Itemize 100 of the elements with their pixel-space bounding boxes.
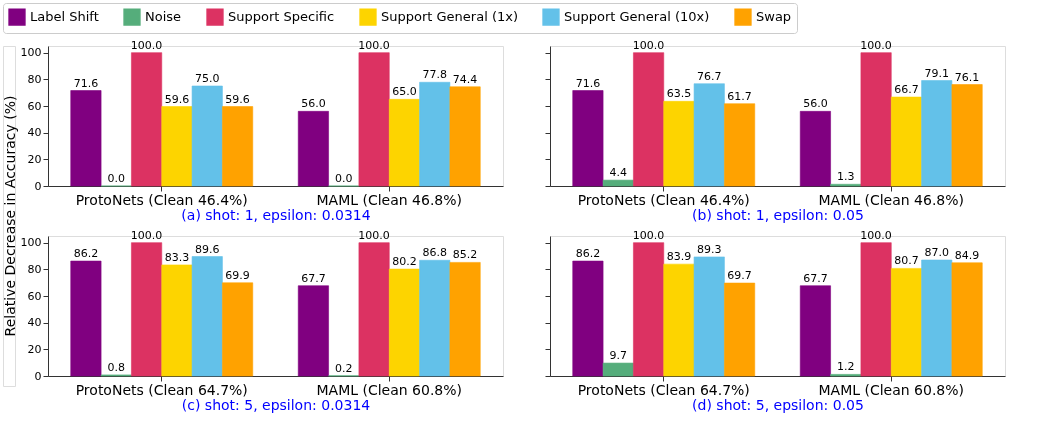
data-label: 86.2 <box>73 247 99 261</box>
data-label: 67.7 <box>803 271 828 285</box>
bar <box>602 179 634 187</box>
data-label: 85.2 <box>452 248 478 262</box>
bar <box>191 85 223 187</box>
data-label: 0.0 <box>107 172 125 185</box>
data-label: 56.0 <box>301 97 326 111</box>
legend-label: Noise <box>145 9 182 25</box>
data-label: 89.3 <box>697 242 722 256</box>
y-tick-label: 20 <box>27 152 42 166</box>
data-label: 83.3 <box>164 250 190 264</box>
data-label: 69.9 <box>225 268 250 282</box>
x-tick-label: ProtoNets (Clean 46.4%) <box>577 191 750 208</box>
bar <box>799 285 831 377</box>
y-tick-label: 0 <box>34 179 42 193</box>
data-label: 86.8 <box>422 246 447 260</box>
data-label: 4.4 <box>609 166 627 180</box>
bar <box>572 90 604 187</box>
y-tick-label: 20 <box>27 342 42 356</box>
bar <box>921 259 953 377</box>
x-axis-title: (a) shot: 1, epsilon: 0.0314 <box>181 206 371 223</box>
data-label: 100.0 <box>130 38 163 52</box>
bar <box>890 96 922 187</box>
legend-label: Label Shift <box>30 9 99 25</box>
bar <box>222 282 254 377</box>
x-tick-label: MAML (Clean 46.8%) <box>316 191 463 208</box>
bar <box>161 264 193 377</box>
data-label: 100.0 <box>632 228 665 242</box>
data-label: 65.0 <box>392 85 417 99</box>
x-tick-label: ProtoNets (Clean 64.7%) <box>75 381 248 398</box>
bar <box>191 256 223 377</box>
data-label: 1.2 <box>837 360 855 374</box>
x-axis-title: (c) shot: 5, epsilon: 0.0314 <box>181 396 371 413</box>
data-label: 100.0 <box>358 228 390 242</box>
bar <box>663 101 695 187</box>
bar <box>724 103 756 187</box>
bar <box>388 99 420 187</box>
data-label: 79.1 <box>924 66 949 80</box>
bar <box>663 263 695 377</box>
y-tick-label: 100 <box>20 46 42 60</box>
y-tick-label: 40 <box>27 316 42 330</box>
bar <box>602 362 634 377</box>
data-label: 71.6 <box>575 76 601 90</box>
bar <box>449 262 481 377</box>
bar <box>358 242 390 377</box>
data-label: 100.0 <box>860 228 892 242</box>
legend-label: Support General (1x) <box>381 9 518 25</box>
bar <box>388 268 420 377</box>
data-label: 100.0 <box>632 38 665 52</box>
x-axis-title: (d) shot: 5, epsilon: 0.05 <box>692 396 864 413</box>
bar <box>572 260 604 377</box>
y-tick-label: 100 <box>20 236 42 250</box>
data-label: 86.2 <box>575 247 601 261</box>
bar <box>449 86 481 187</box>
data-label: 0.0 <box>335 172 353 185</box>
data-label: 0.8 <box>107 360 125 374</box>
bar <box>633 242 665 377</box>
x-tick-label: ProtoNets (Clean 64.7%) <box>577 381 750 398</box>
y-axis-title: Relative Decrease in Accuracy (%) <box>2 95 18 337</box>
bar <box>419 81 451 187</box>
bar <box>70 90 102 187</box>
bar <box>633 52 665 187</box>
data-label: 71.6 <box>73 76 99 90</box>
legend-label: Support Specific <box>228 9 335 25</box>
bar <box>161 106 193 187</box>
bar <box>693 83 725 187</box>
y-tick-label: 0 <box>34 369 42 383</box>
legend-label: Support General (10x) <box>564 9 710 25</box>
data-label: 83.9 <box>666 250 692 264</box>
bar <box>890 268 922 377</box>
data-label: 9.7 <box>609 349 627 363</box>
data-label: 66.7 <box>894 83 919 97</box>
bar <box>799 111 831 187</box>
data-label: 74.4 <box>452 72 478 86</box>
data-label: 0.2 <box>335 361 353 375</box>
bar <box>131 242 163 377</box>
bar <box>724 282 756 377</box>
data-label: 63.5 <box>666 87 692 101</box>
x-tick-label: MAML (Clean 46.8%) <box>818 191 965 208</box>
x-tick-label: MAML (Clean 60.8%) <box>316 381 463 398</box>
data-label: 100.0 <box>130 228 163 242</box>
bar <box>951 262 983 377</box>
bar <box>921 80 953 187</box>
data-label: 69.7 <box>727 269 752 283</box>
data-label: 61.7 <box>727 89 752 103</box>
data-label: 67.7 <box>301 271 326 285</box>
data-label: 1.3 <box>837 170 855 184</box>
data-label: 76.7 <box>697 69 722 83</box>
bar <box>419 259 451 377</box>
data-label: 76.1 <box>954 70 980 84</box>
data-label: 89.6 <box>195 242 220 256</box>
data-label: 100.0 <box>358 38 390 52</box>
data-label: 87.0 <box>924 246 949 259</box>
data-label: 56.0 <box>803 97 828 111</box>
data-label: 77.8 <box>422 68 447 82</box>
x-axis-title: (b) shot: 1, epsilon: 0.05 <box>692 206 864 223</box>
bar <box>297 111 329 187</box>
y-tick-label: 60 <box>27 99 42 113</box>
y-tick-label: 80 <box>27 72 42 86</box>
bar <box>693 256 725 377</box>
